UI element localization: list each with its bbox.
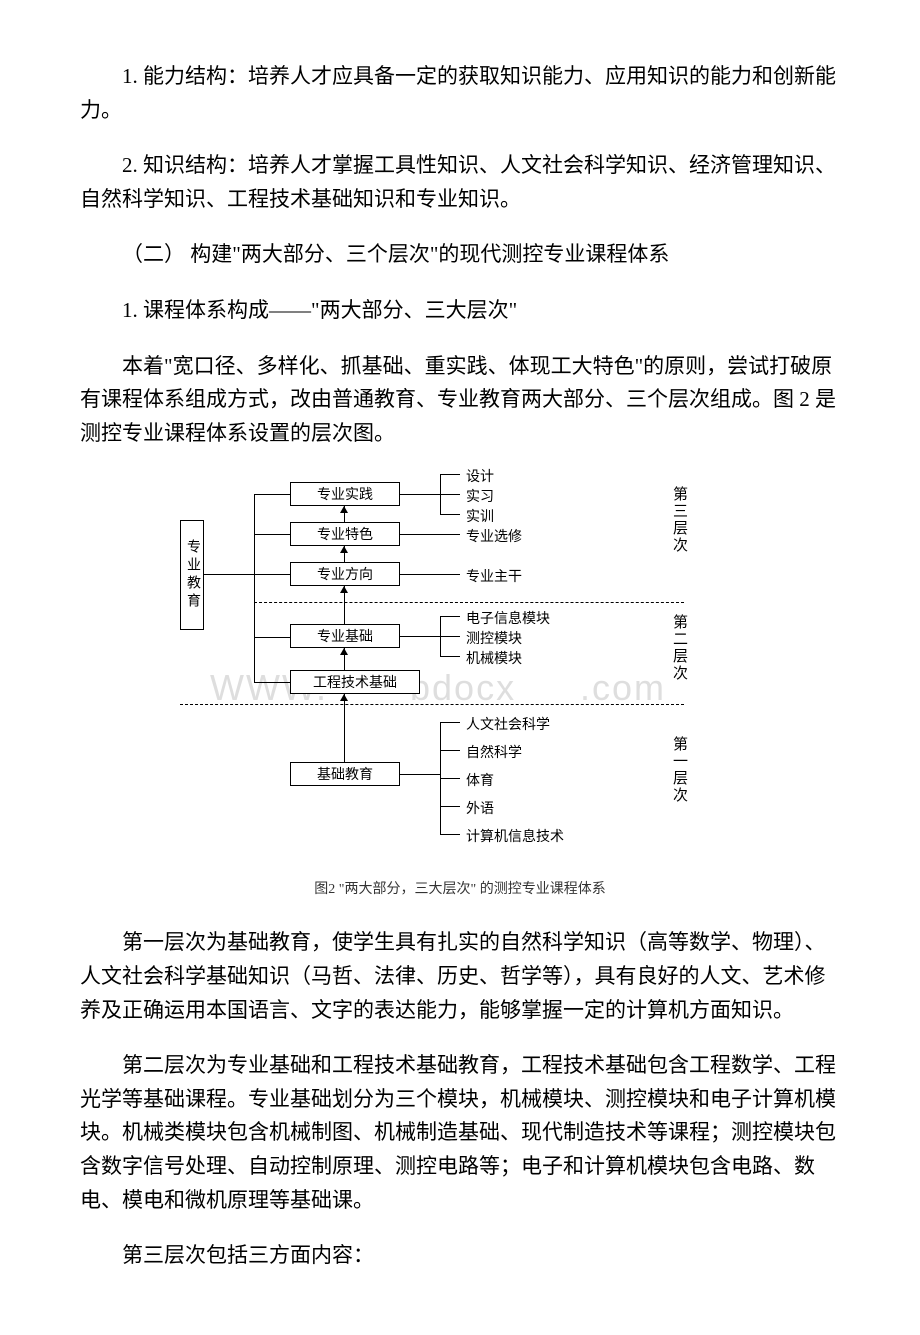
rb-practice-1: [440, 474, 460, 475]
arrow-up-4: [340, 648, 348, 655]
heading-section-2: （二） 构建"两大部分、三个层次"的现代测控专业课程体系: [80, 238, 840, 272]
watermark-mid: bdocx: [410, 667, 516, 709]
box-feature: 专业特色: [290, 522, 400, 546]
label-elective: 专业选修: [466, 526, 522, 546]
rb-found-2: [440, 750, 460, 751]
watermark-right: .com: [580, 667, 666, 709]
label-pro-edu: 专业教育: [182, 539, 202, 611]
course-system-diagram: WWW. bdocx .com 专业教育 专业实践 专业特色 专业方向 专业基础…: [180, 472, 740, 872]
box-direction: 专业方向: [290, 562, 400, 586]
paragraph-level-3: 第三层次包括三方面内容：: [80, 1239, 840, 1273]
label-training: 实训: [466, 506, 494, 526]
rb-base-3: [440, 656, 460, 657]
heading-course-structure: 1. 课程体系构成——"两大部分、三大层次": [80, 294, 840, 328]
box-practice: 专业实践: [290, 482, 400, 506]
arrow-up-3: [340, 586, 348, 593]
level-3-label: 第三层次: [670, 486, 688, 554]
rb-practice-3: [440, 514, 460, 515]
conn-l4: [254, 637, 290, 638]
dashline-2: [180, 704, 684, 705]
label-pe: 体育: [466, 770, 494, 790]
label-mech: 机械模块: [466, 648, 522, 668]
rb-direction: [400, 574, 460, 575]
conn-l3: [254, 574, 290, 575]
rb-found-3: [440, 778, 460, 779]
label-main: 专业主干: [466, 566, 522, 586]
box-pro-edu: 专业教育: [180, 520, 204, 630]
conn-l1: [254, 494, 290, 495]
arrow-up-5: [340, 694, 348, 701]
paragraph-intro: 本着"宽口径、多样化、抓基础、重实践、体现工大特色"的原则，尝试打破原有课程体系…: [80, 350, 840, 451]
diagram-container: WWW. bdocx .com 专业教育 专业实践 专业特色 专业方向 专业基础…: [80, 472, 840, 872]
rb-practice-h: [400, 494, 440, 495]
diagram-caption: 图2 "两大部分，三大层次" 的测控专业课程体系: [80, 878, 840, 898]
label-measure: 测控模块: [466, 628, 522, 648]
box-engtech: 工程技术基础: [290, 670, 420, 694]
paragraph-level-2: 第二层次为专业基础和工程技术基础教育，工程技术基础包含工程数学、工程光学等基础课…: [80, 1049, 840, 1217]
label-foreign: 外语: [466, 798, 494, 818]
rb-found-4: [440, 806, 460, 807]
connector-left-vert: [254, 494, 255, 682]
rb-base-1: [440, 616, 460, 617]
level-2-label: 第二层次: [670, 614, 688, 682]
level-1-label: 第一层次: [670, 736, 688, 804]
arrow-up-2: [340, 546, 348, 553]
rb-found-5: [440, 834, 460, 835]
conn-l5: [254, 682, 290, 683]
conn-l2: [254, 534, 290, 535]
rb-found-1: [440, 722, 460, 723]
box-base: 专业基础: [290, 624, 400, 648]
arrow-up-1: [340, 506, 348, 513]
rb-feature: [400, 534, 460, 535]
connector-left: [204, 574, 254, 575]
paragraph-ability: 1. 能力结构：培养人才应具备一定的获取知识能力、应用知识的能力和创新能力。: [80, 60, 840, 127]
label-einfo: 电子信息模块: [466, 608, 550, 628]
rb-practice-2: [440, 494, 460, 495]
paragraph-knowledge: 2. 知识结构：培养人才掌握工具性知识、人文社会科学知识、经济管理知识、自然科学…: [80, 149, 840, 216]
label-design: 设计: [466, 466, 494, 486]
paragraph-level-1: 第一层次为基础教育，使学生具有扎实的自然科学知识（高等数学、物理）、人文社会科学…: [80, 926, 840, 1027]
label-humanities: 人文社会科学: [466, 714, 550, 734]
label-cs: 计算机信息技术: [466, 826, 564, 846]
box-foundation: 基础教育: [290, 762, 400, 786]
dashline-1: [254, 602, 684, 603]
rb-base-2: [440, 636, 460, 637]
rb-found-h: [400, 774, 440, 775]
rb-base-h: [400, 636, 440, 637]
label-natsci: 自然科学: [466, 742, 522, 762]
label-intern: 实习: [466, 486, 494, 506]
